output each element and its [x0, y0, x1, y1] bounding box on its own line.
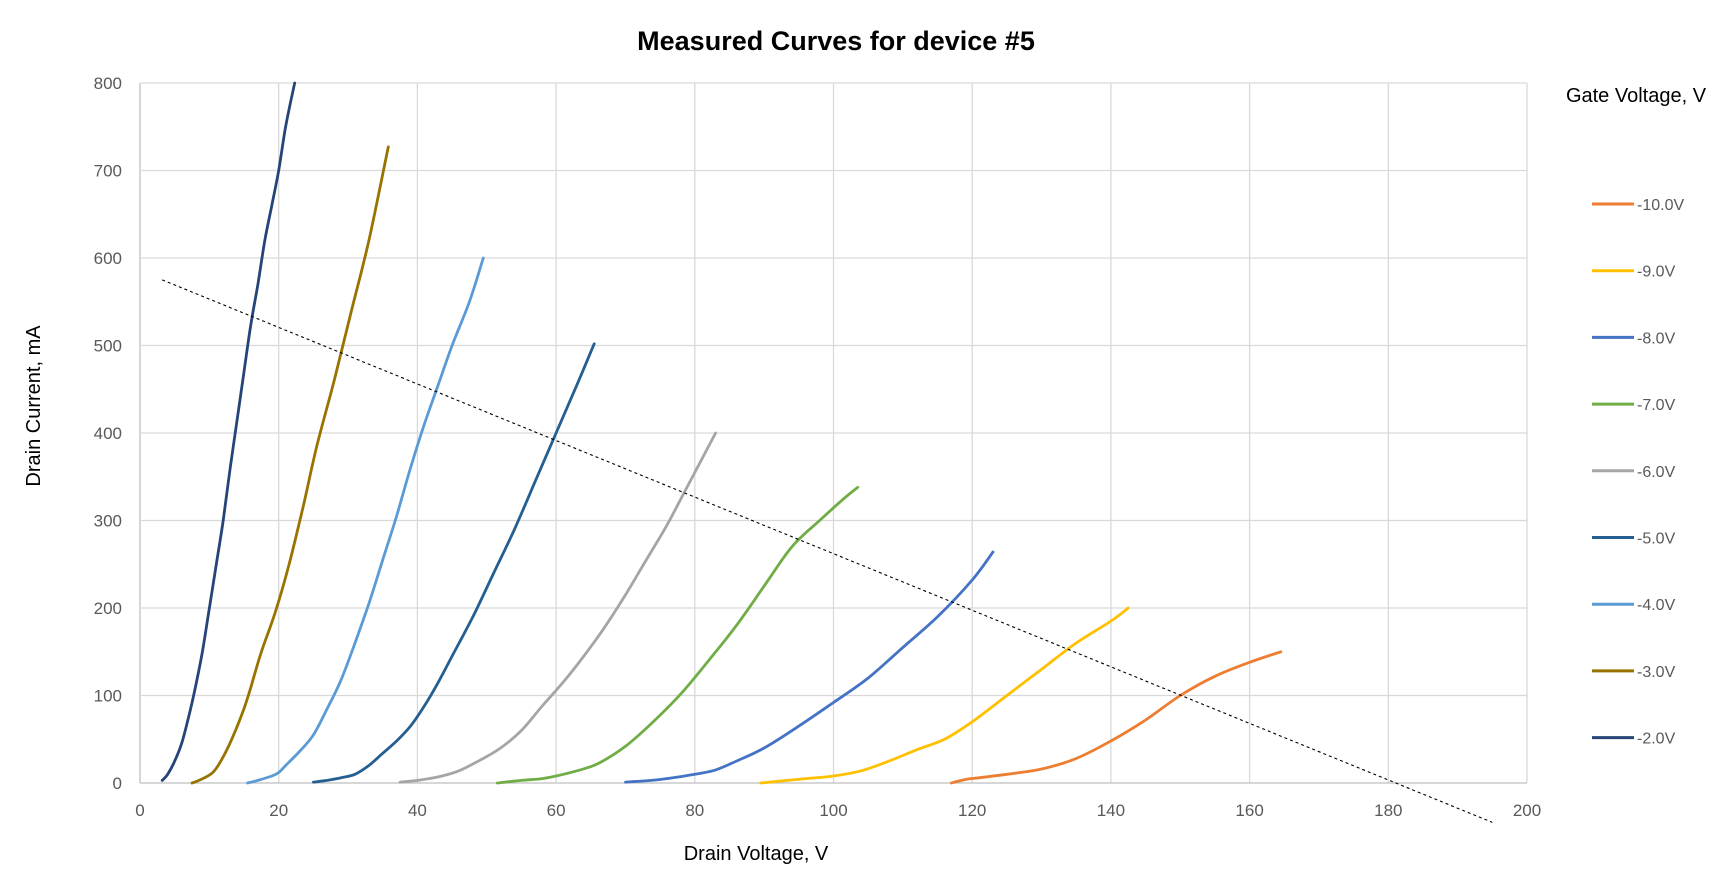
x-tick-label: 160: [1235, 801, 1263, 820]
series-line-8: [190, 145, 390, 785]
load-line-dashed: [161, 279, 1493, 823]
gridlines: [139, 82, 1528, 784]
x-tick-label: 20: [269, 801, 288, 820]
x-tick-label: 60: [547, 801, 566, 820]
x-tick-label: 200: [1513, 801, 1541, 820]
legend-label: -5.0V: [1637, 531, 1676, 548]
legend-label: -2.0V: [1637, 731, 1676, 748]
load-line: [161, 279, 1493, 823]
legend-title: Gate Voltage, V: [1566, 85, 1707, 107]
y-tick-label: 100: [94, 687, 122, 706]
x-tick-label: 0: [135, 801, 144, 820]
y-tick-label: 800: [94, 74, 122, 93]
y-tick-label: 700: [94, 162, 122, 181]
y-tick-label: 500: [94, 337, 122, 356]
legend: -10.0V -9.0V -8.0V -7.0V -6.0V -5.0V -4.0V -3.0…: [1592, 197, 1684, 748]
series-line-6: [312, 342, 596, 784]
legend-label: -9.0V: [1637, 264, 1676, 281]
y-tick-label: 0: [113, 774, 122, 793]
x-tick-label: 40: [408, 801, 427, 820]
y-tick-label: 600: [94, 249, 122, 268]
x-tick-label: 180: [1374, 801, 1402, 820]
x-tick-labels: 0 20 40 60 80 100 120 140 160 180 200: [135, 801, 1541, 820]
series-line-2: [759, 606, 1130, 785]
series-lines: [160, 81, 1283, 785]
series-line-1: [950, 650, 1283, 785]
legend-label: -6.0V: [1637, 464, 1676, 481]
legend-label: -3.0V: [1637, 664, 1676, 681]
y-tick-labels: 0 100 200 300 400 500 600 700 800: [94, 74, 122, 793]
series-line-9: [160, 81, 297, 782]
series-line-3: [624, 550, 995, 784]
y-axis-label: Drain Current, mA: [23, 325, 45, 487]
legend-label: -10.0V: [1637, 197, 1684, 214]
series-line-5: [398, 431, 717, 784]
chart-title: Measured Curves for device #5: [637, 26, 1035, 56]
x-tick-label: 100: [819, 801, 847, 820]
x-tick-label: 140: [1097, 801, 1125, 820]
legend-label: -8.0V: [1637, 330, 1676, 347]
x-tick-label: 80: [685, 801, 704, 820]
y-tick-label: 400: [94, 424, 122, 443]
x-axis-label: Drain Voltage, V: [684, 843, 829, 865]
series-line-4: [495, 485, 860, 785]
x-tick-label: 120: [958, 801, 986, 820]
series-line-7: [246, 256, 485, 785]
y-tick-label: 200: [94, 599, 122, 618]
legend-label: -4.0V: [1637, 597, 1676, 614]
y-tick-label: 300: [94, 512, 122, 531]
legend-label: -7.0V: [1637, 397, 1676, 414]
